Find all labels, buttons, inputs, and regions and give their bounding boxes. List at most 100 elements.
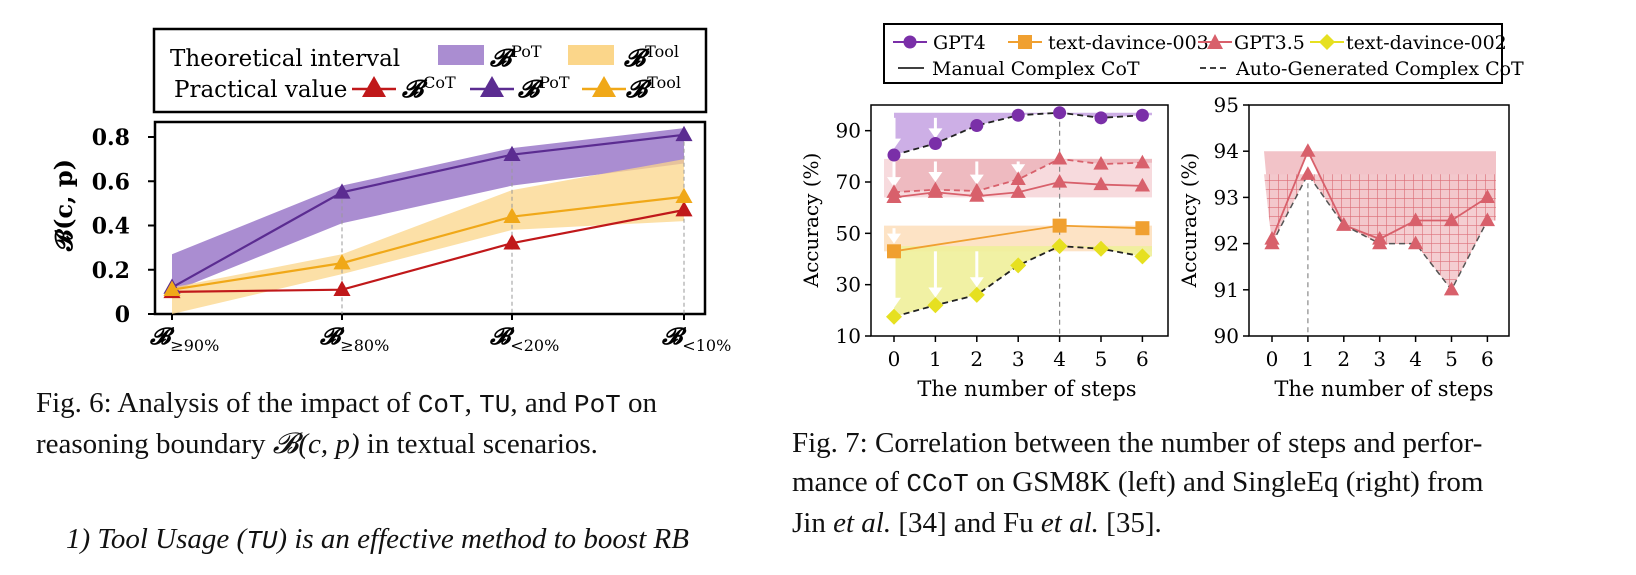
f7r-gpt35-auto-marker bbox=[1372, 235, 1388, 250]
fig6-xtick-label: 𝓑<20% bbox=[489, 323, 559, 355]
fig6-pot-marker bbox=[333, 183, 351, 199]
f7r-gpt35-manual-marker bbox=[1408, 212, 1424, 227]
fig7-left-frame bbox=[870, 104, 1169, 337]
step-arrow-head bbox=[887, 177, 901, 188]
f7l-ytick-label: 50 bbox=[836, 221, 861, 245]
legend-davinci003-label: text-davince-003 bbox=[1048, 32, 1209, 54]
fig6-legend: Theoretical interval Practical value 𝓑Po… bbox=[152, 27, 708, 114]
fig6-plot-frame bbox=[153, 120, 707, 316]
f7l-ytick-label: 70 bbox=[836, 170, 861, 194]
f7l-gpt4-marker bbox=[887, 148, 901, 162]
fig6-caption-cot: CoT bbox=[417, 390, 465, 420]
fig7-caption-l3b: [34] and Fu bbox=[891, 507, 1041, 539]
f7l-gpt4-marker bbox=[1011, 108, 1025, 122]
fig6-pot-marker bbox=[503, 145, 521, 161]
step-arrow-head bbox=[928, 287, 943, 298]
fig6-ytick-label: 0 bbox=[115, 302, 130, 328]
f7l-gpt35-auto-marker bbox=[886, 184, 902, 198]
f7l-davinci002-marker bbox=[1051, 238, 1068, 255]
f7l-xtick-label: 4 bbox=[1053, 347, 1066, 371]
fig7-caption-l3c: [35]. bbox=[1098, 507, 1162, 539]
f7l-xtick-label: 2 bbox=[970, 347, 983, 371]
fig6-tool-band bbox=[172, 159, 684, 314]
f7l-gpt35-manual-marker bbox=[1052, 174, 1068, 188]
f7l-ytick-label: 30 bbox=[836, 273, 861, 297]
legend-auto-label: Auto-Generated Complex CoT bbox=[1235, 58, 1524, 80]
legend-davinci002-label: text-davince-002 bbox=[1346, 32, 1507, 54]
f7l-gpt4-marker bbox=[1135, 108, 1149, 122]
fig6-cot-marker bbox=[333, 280, 351, 296]
f7r-gpt35-manual-marker bbox=[1443, 212, 1460, 227]
fig6-tool-marker bbox=[163, 280, 181, 296]
fig7-caption-etal1: et al. bbox=[833, 507, 892, 539]
f7l-davinci002-marker bbox=[1093, 240, 1109, 257]
f7l-gpt35-auto-marker bbox=[1010, 171, 1026, 186]
step-arrow-head bbox=[887, 297, 901, 308]
fig6-caption: Fig. 6: Analysis of the impact of CoT, T… bbox=[36, 384, 756, 464]
legend-practical-label: Practical value bbox=[174, 77, 347, 103]
fig7-caption-l2b: on GSM8K (left) and SingleEq (right) fro… bbox=[968, 466, 1484, 498]
legend-cot-marker bbox=[362, 76, 386, 97]
f7r-xtick-label: 6 bbox=[1481, 347, 1494, 371]
f7l-gpt35-manual-marker bbox=[1093, 176, 1109, 191]
f7l-gpt35-auto-marker bbox=[1134, 154, 1150, 169]
legend-tool-marker bbox=[592, 76, 616, 97]
fig6-tool-marker bbox=[333, 254, 351, 270]
f7l-gpt35-auto-marker bbox=[969, 182, 985, 197]
fig6-pot-band bbox=[172, 128, 684, 292]
f7r-xtick-label: 0 bbox=[1266, 347, 1279, 371]
fig6-tool-line bbox=[171, 195, 685, 291]
f7l-davinci002-marker bbox=[1134, 248, 1151, 265]
fig6-caption-mid: on reasoning boundary bbox=[36, 387, 658, 460]
fig7-right-chart: Accuracy (%) The number of steps 90 91 92 9… bbox=[1177, 93, 1510, 401]
fig6-ytick-label: 0.6 bbox=[92, 169, 130, 195]
paragraph-text-b: ) is an effective method to boost RB bbox=[277, 523, 689, 555]
fig7-right-ylabel: Accuracy (%) bbox=[1177, 153, 1201, 289]
f7r-ytick-label: 92 bbox=[1214, 232, 1239, 256]
fig6-cot-marker bbox=[675, 201, 693, 217]
fig6-caption-tu: TU bbox=[479, 390, 511, 420]
f7l-xtick-label: 6 bbox=[1136, 347, 1149, 371]
legend-manual-label: Manual Complex CoT bbox=[932, 58, 1140, 80]
legend-tool-band-swatch bbox=[568, 45, 614, 65]
f7r-gpt35-auto-marker bbox=[1479, 212, 1495, 227]
f7l-davinci002-marker bbox=[927, 297, 944, 314]
fig7-left-chart: Accuracy (%) The number of steps 1030507… bbox=[799, 104, 1169, 401]
f7r-gpt35-auto-marker bbox=[1408, 235, 1424, 250]
f7r-gpt35-auto-marker bbox=[1336, 217, 1352, 231]
f7l-davinci003-marker bbox=[1135, 221, 1150, 236]
legend-pot-marker bbox=[480, 76, 504, 97]
f7r-xtick-label: 4 bbox=[1409, 347, 1422, 371]
fig6-caption-text: Fig. 6: Analysis of the impact of bbox=[36, 387, 418, 419]
f7r-ytick-label: 94 bbox=[1214, 139, 1239, 163]
f7l-xtick-label: 0 bbox=[888, 347, 901, 371]
step-arrow-head bbox=[887, 233, 901, 244]
f7l-gpt35-auto-marker bbox=[1052, 150, 1068, 165]
f7l-gpt4-marker bbox=[970, 119, 984, 133]
fig6-ytick-label: 0.8 bbox=[92, 125, 130, 151]
step-arrow-head bbox=[969, 277, 984, 288]
f7r-xtick-label: 2 bbox=[1337, 347, 1350, 371]
legend-gpt35-marker bbox=[1207, 34, 1223, 49]
f7l-davinci002-marker bbox=[1010, 257, 1027, 274]
fig6-caption-sep1: , bbox=[464, 387, 480, 419]
fig6-caption-end: in textual scenarios. bbox=[359, 428, 598, 460]
f7l-gpt4-marker bbox=[928, 137, 942, 150]
fig7-caption-l2a: mance of bbox=[792, 466, 907, 498]
fig7-legend: GPT4 text-davince-003 GPT3.5 text-davinc… bbox=[883, 23, 1524, 84]
f7l-gpt4-area bbox=[894, 112, 1152, 156]
f7r-ytick-label: 91 bbox=[1214, 278, 1239, 302]
f7r-gpt35-auto-marker bbox=[1300, 166, 1316, 180]
fig6-xtick-label: 𝓑<10% bbox=[661, 323, 731, 355]
f7l-gpt35-auto-marker bbox=[1093, 156, 1109, 170]
legend-gpt4-marker bbox=[903, 35, 917, 49]
paragraph-tu: TU bbox=[246, 526, 278, 556]
fig6-tool-marker bbox=[675, 187, 693, 204]
step-arrow-head bbox=[887, 138, 901, 149]
fig7-caption-l3a: Jin bbox=[792, 507, 834, 539]
f7r-ytick-label: 95 bbox=[1214, 93, 1239, 117]
fig6-cot-line bbox=[171, 208, 685, 293]
fig7-right-xlabel: The number of steps bbox=[1274, 377, 1493, 401]
f7l-gpt35-manual-marker bbox=[1134, 177, 1150, 192]
